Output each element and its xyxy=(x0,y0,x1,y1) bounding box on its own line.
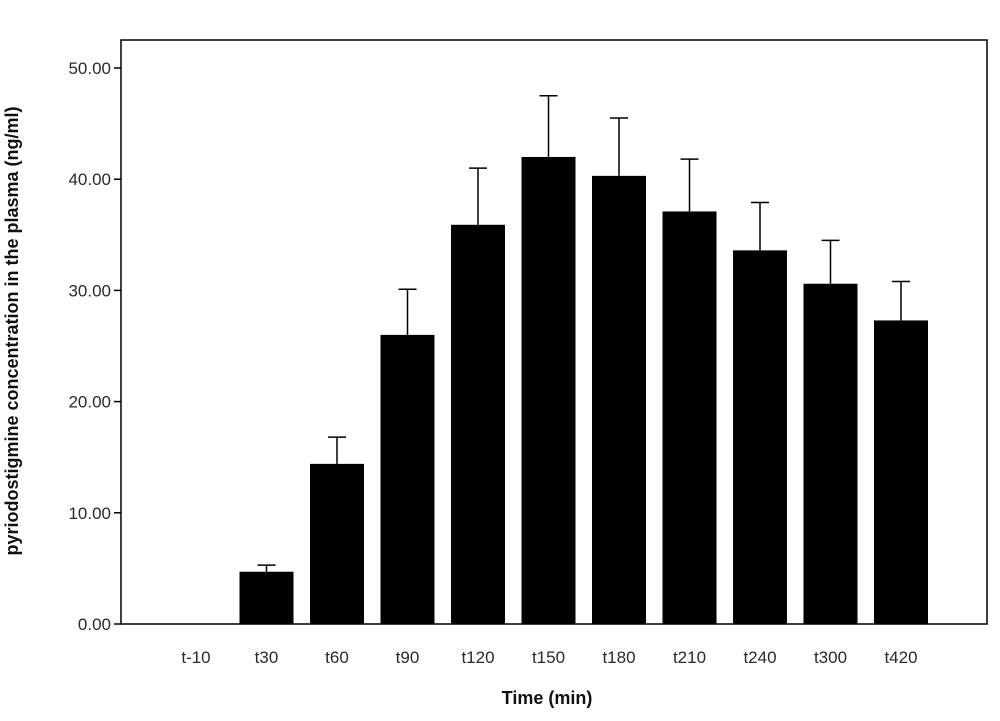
y-tick-label: 40.00 xyxy=(68,170,111,189)
x-axis-ticks: t-10 t30 t60 t90 t120 t150 t180 t210 t240 t300 t42… xyxy=(181,648,917,667)
bar xyxy=(239,571,294,624)
y-tick-label: 30.00 xyxy=(68,281,111,300)
x-tick-label: t90 xyxy=(396,648,420,667)
y-tick-label: 50.00 xyxy=(68,59,111,78)
y-tick-label: 20.00 xyxy=(68,393,111,412)
bar xyxy=(380,334,435,624)
x-tick-label: t300 xyxy=(814,648,847,667)
error-bar-series xyxy=(257,95,910,572)
bar xyxy=(874,320,928,624)
y-tick-label: 0.00 xyxy=(78,615,111,634)
x-tick-label: t150 xyxy=(532,648,565,667)
bar xyxy=(521,156,576,624)
x-tick-label: t-10 xyxy=(181,648,210,667)
y-tick-label: 10.00 xyxy=(68,504,111,523)
x-tick-label: t30 xyxy=(255,648,279,667)
bar xyxy=(803,283,858,624)
bar xyxy=(310,463,364,624)
y-axis-ticks: 0.00 10.00 20.00 30.00 40.00 50.00 xyxy=(68,59,121,634)
bar-series xyxy=(239,156,928,625)
x-tick-label: t120 xyxy=(461,648,494,667)
bar xyxy=(733,250,787,625)
x-axis-label: Time (min) xyxy=(502,688,593,708)
x-tick-label: t420 xyxy=(884,648,917,667)
bar xyxy=(592,175,646,624)
bar xyxy=(451,224,505,625)
bar xyxy=(662,211,717,624)
x-tick-label: t60 xyxy=(325,648,349,667)
x-tick-label: t240 xyxy=(743,648,776,667)
x-tick-label: t180 xyxy=(602,648,635,667)
y-axis-label: pyriodostigmine concentration in the pla… xyxy=(2,106,22,555)
x-tick-label: t210 xyxy=(673,648,706,667)
